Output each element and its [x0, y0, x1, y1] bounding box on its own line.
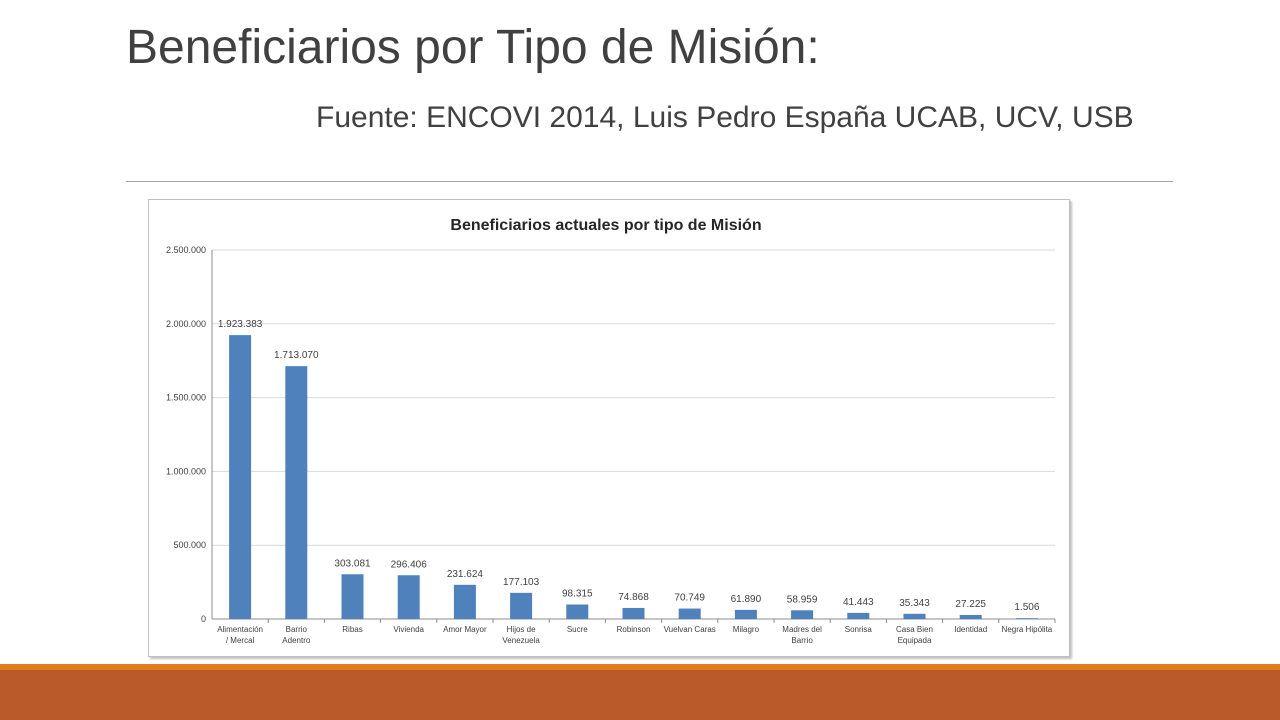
- title-divider: [126, 181, 1173, 182]
- y-tick-label: 1.500.000: [166, 393, 206, 403]
- data-label: 177.103: [503, 577, 540, 588]
- bar: [903, 613, 926, 619]
- footer-band: [0, 670, 1280, 720]
- data-label: 296.406: [391, 559, 428, 570]
- bar: [734, 609, 757, 619]
- data-label: 35.343: [899, 598, 930, 609]
- bar: [510, 592, 533, 619]
- x-tick-label: Amor Mayor: [443, 625, 487, 634]
- data-label: 41.443: [843, 597, 874, 608]
- data-label: 1.506: [1014, 602, 1039, 613]
- x-tick-label: Sucre: [567, 625, 588, 634]
- bar: [791, 610, 814, 619]
- data-label: 70.749: [674, 593, 705, 604]
- x-tick-label: Identidad: [954, 625, 987, 634]
- x-tick-label: Sonrisa: [845, 625, 873, 634]
- bar-chart: Beneficiarios actuales por tipo de Misió…: [166, 217, 1056, 645]
- data-label: 61.890: [731, 594, 762, 605]
- footer-accent-stripe: [0, 664, 1280, 670]
- x-tick-label: Vivienda: [393, 625, 424, 634]
- x-tick-label: Ribas: [342, 625, 362, 634]
- y-tick-label: 1.000.000: [166, 466, 206, 476]
- bar: [678, 608, 701, 619]
- bar: [453, 584, 476, 619]
- bar: [959, 614, 982, 619]
- bar: [1015, 618, 1038, 619]
- bar: [566, 604, 589, 619]
- bar: [622, 607, 645, 619]
- x-tick-label: Alimentación / Mercal: [217, 625, 263, 645]
- bar: [229, 335, 252, 619]
- data-label: 303.081: [334, 558, 371, 569]
- axes: [211, 250, 1056, 623]
- x-tick-label: Barrio Adentro: [282, 625, 311, 645]
- bar: [847, 612, 870, 619]
- y-tick-label: 2.500.000: [166, 245, 206, 255]
- bars: [229, 335, 1038, 619]
- y-tick-label: 500.000: [173, 540, 206, 550]
- x-tick-label: Vuelvan Caras: [664, 625, 716, 634]
- data-label: 58.959: [787, 594, 818, 605]
- data-label: 231.624: [447, 569, 484, 580]
- bar: [285, 366, 308, 619]
- slide-title: Beneficiarios por Tipo de Misión:: [126, 21, 820, 74]
- x-tick-label: Milagro: [733, 625, 760, 634]
- x-tick-label: Robinson: [617, 625, 651, 634]
- y-tick-label: 0: [201, 614, 206, 624]
- data-label: 27.225: [955, 599, 986, 610]
- x-tick-label: Casa Bien Equipada: [896, 625, 933, 645]
- x-tick-label: Madres del Barrio: [782, 625, 822, 645]
- chart-title: Beneficiarios actuales por tipo de Misió…: [450, 217, 761, 234]
- x-tick-label: Hijos de Venezuela: [502, 625, 540, 645]
- chart-frame: Beneficiarios actuales por tipo de Misió…: [148, 199, 1070, 657]
- x-tick-label: Negra Hipólita: [1002, 625, 1053, 634]
- data-label: 1.713.070: [274, 350, 319, 361]
- labels: 0 500.000 1.000.000 1.500.000 2.000.000 2.500…: [166, 245, 1053, 645]
- data-label: 1.923.383: [218, 319, 263, 330]
- y-tick-label: 2.000.000: [166, 319, 206, 329]
- bar: [341, 574, 364, 619]
- data-label: 98.315: [562, 588, 593, 599]
- slide-subtitle: Fuente: ENCOVI 2014, Luis Pedro España U…: [316, 101, 1134, 134]
- data-label: 74.868: [618, 592, 649, 603]
- bar: [397, 575, 420, 619]
